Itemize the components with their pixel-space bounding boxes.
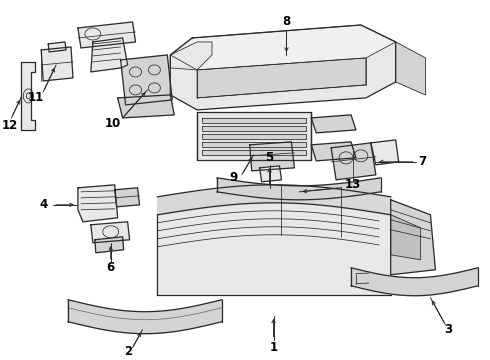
Polygon shape: [217, 178, 381, 200]
Text: 8: 8: [282, 15, 291, 28]
Polygon shape: [157, 203, 391, 295]
Polygon shape: [202, 142, 306, 147]
Polygon shape: [22, 62, 35, 130]
Polygon shape: [171, 25, 395, 70]
Polygon shape: [91, 222, 129, 243]
Text: 13: 13: [345, 178, 361, 191]
Text: 11: 11: [28, 91, 45, 104]
Polygon shape: [260, 166, 281, 182]
Text: 7: 7: [418, 156, 426, 168]
Polygon shape: [351, 268, 478, 296]
Polygon shape: [91, 38, 127, 72]
Polygon shape: [41, 47, 73, 81]
Text: 12: 12: [1, 120, 18, 132]
Polygon shape: [95, 237, 123, 253]
Polygon shape: [171, 25, 395, 110]
Text: 4: 4: [39, 198, 48, 211]
Text: 1: 1: [270, 341, 278, 354]
Polygon shape: [202, 126, 306, 131]
Polygon shape: [202, 118, 306, 123]
Polygon shape: [115, 188, 140, 207]
Polygon shape: [202, 134, 306, 139]
Polygon shape: [78, 185, 118, 222]
Polygon shape: [311, 142, 356, 161]
Text: 5: 5: [266, 151, 274, 165]
Text: 9: 9: [230, 171, 238, 184]
Polygon shape: [331, 143, 376, 180]
Polygon shape: [311, 115, 356, 133]
Text: 6: 6: [107, 261, 115, 274]
Polygon shape: [250, 142, 294, 171]
Text: 10: 10: [104, 117, 121, 130]
Polygon shape: [197, 112, 311, 160]
Polygon shape: [68, 300, 222, 334]
Polygon shape: [171, 42, 212, 70]
Text: 3: 3: [444, 323, 452, 336]
Polygon shape: [395, 42, 425, 95]
Polygon shape: [197, 58, 366, 98]
Polygon shape: [391, 215, 420, 260]
Polygon shape: [202, 150, 306, 155]
Polygon shape: [121, 55, 172, 105]
Polygon shape: [371, 140, 399, 165]
Polygon shape: [118, 95, 174, 118]
Text: 2: 2: [124, 345, 133, 358]
Polygon shape: [78, 22, 136, 48]
Polygon shape: [389, 200, 436, 285]
Polygon shape: [48, 42, 66, 52]
